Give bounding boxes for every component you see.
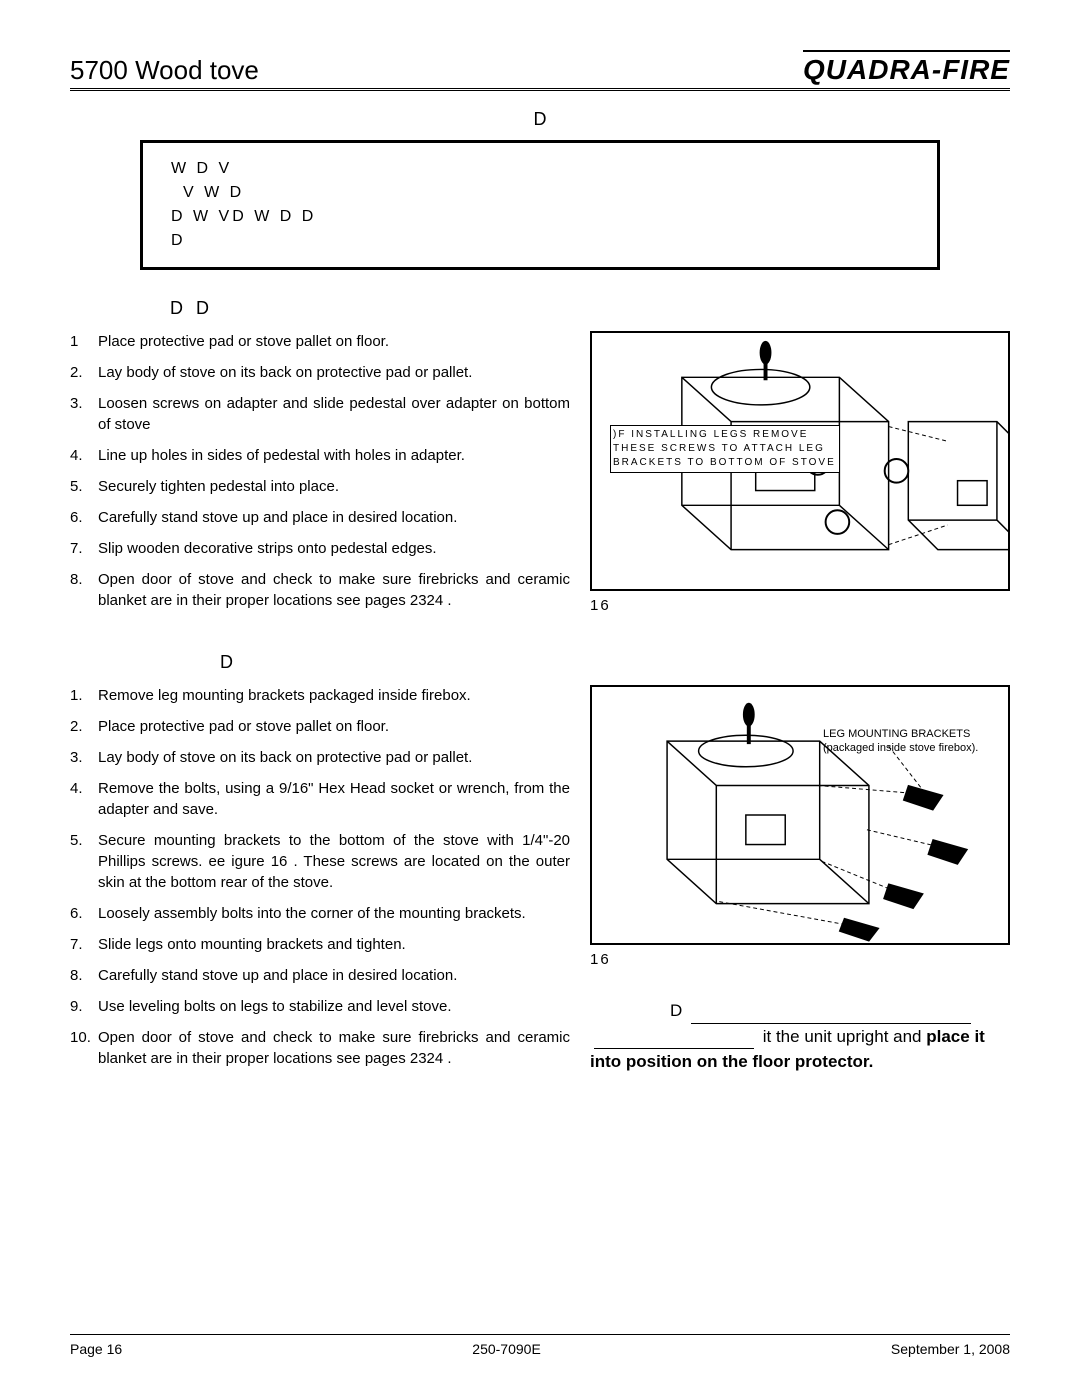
model-number: 5700 bbox=[70, 55, 128, 85]
list-item: Carefully stand stove up and place in de… bbox=[70, 965, 570, 986]
bottom-note-d: D bbox=[670, 1001, 682, 1020]
notice-line-4: D bbox=[171, 229, 909, 253]
page-footer: Page 16 250-7090E September 1, 2008 bbox=[70, 1334, 1010, 1357]
blank-line-2 bbox=[594, 1048, 754, 1049]
legs-steps-col: Remove leg mounting brackets packaged in… bbox=[70, 685, 570, 1079]
figure-16-2: LEG MOUNTING BRACKETS (packaged inside s… bbox=[590, 685, 1010, 945]
list-item: Secure mounting brackets to the bottom o… bbox=[70, 830, 570, 893]
legs-columns: Remove leg mounting brackets packaged in… bbox=[70, 685, 1010, 1079]
list-item: Open door of stove and check to make sur… bbox=[70, 1027, 570, 1069]
legs-heading: D bbox=[220, 652, 1010, 673]
list-item: Loosely assembly bolts into the corner o… bbox=[70, 903, 570, 924]
pedestal-steps-col: Place protective pad or stove pallet on … bbox=[70, 331, 570, 634]
list-item: Open door of stove and check to make sur… bbox=[70, 569, 570, 611]
bottom-note-text1: it the unit upright and bbox=[763, 1027, 922, 1046]
page-header: 5700 Wood tove QUADRA-FIRE bbox=[70, 50, 1010, 91]
figure-label-2: 16 bbox=[590, 951, 1010, 968]
pedestal-columns: Place protective pad or stove pallet on … bbox=[70, 331, 1010, 634]
figure-callout-2: LEG MOUNTING BRACKETS (packaged inside s… bbox=[823, 727, 998, 756]
list-item: Lay body of stove on its back on protect… bbox=[70, 747, 570, 768]
list-item: Use leveling bolts on legs to stabilize … bbox=[70, 996, 570, 1017]
list-item: Securely tighten pedestal into place. bbox=[70, 476, 570, 497]
legs-steps: Remove leg mounting brackets packaged in… bbox=[70, 685, 570, 1069]
figure-callout: )F INSTALLING LEGS REMOVE THESE SCREWS T… bbox=[610, 425, 840, 473]
notice-line-2: V W D bbox=[183, 181, 909, 205]
list-item: Remove the bolts, using a 9/16" Hex Head… bbox=[70, 778, 570, 820]
notice-line-3: D W VD W D D bbox=[171, 205, 909, 229]
pedestal-figure-col: )F INSTALLING LEGS REMOVE THESE SCREWS T… bbox=[590, 331, 1010, 634]
list-item: Carefully stand stove up and place in de… bbox=[70, 507, 570, 528]
brand-logo: QUADRA-FIRE bbox=[803, 50, 1010, 86]
pedestal-heading: D D bbox=[170, 298, 1010, 319]
list-item: Loosen screws on adapter and slide pedes… bbox=[70, 393, 570, 435]
product-name: Wood tove bbox=[135, 55, 259, 85]
legs-figure-col: LEG MOUNTING BRACKETS (packaged inside s… bbox=[590, 685, 1010, 1079]
notice-line-1: W D V bbox=[171, 157, 909, 181]
list-item: Remove leg mounting brackets packaged in… bbox=[70, 685, 570, 706]
section-label: D bbox=[70, 109, 1010, 130]
notice-box: W D V V W D D W VD W D D D bbox=[140, 140, 940, 270]
blank-line-1 bbox=[691, 1023, 971, 1024]
list-item: Slip wooden decorative strips onto pedes… bbox=[70, 538, 570, 559]
header-model-product: 5700 Wood tove bbox=[70, 55, 259, 86]
list-item: Lay body of stove on its back on protect… bbox=[70, 362, 570, 383]
list-item: Place protective pad or stove pallet on … bbox=[70, 716, 570, 737]
stove-legs-diagram-icon bbox=[592, 687, 1008, 943]
list-item: Line up holes in sides of pedestal with … bbox=[70, 445, 570, 466]
bottom-note: D it the unit upright and place it into … bbox=[590, 998, 1010, 1075]
pedestal-steps: Place protective pad or stove pallet on … bbox=[70, 331, 570, 611]
list-item: Slide legs onto mounting brackets and ti… bbox=[70, 934, 570, 955]
footer-page: Page 16 bbox=[70, 1341, 122, 1357]
list-item: Place protective pad or stove pallet on … bbox=[70, 331, 570, 352]
figure-16-1: )F INSTALLING LEGS REMOVE THESE SCREWS T… bbox=[590, 331, 1010, 591]
footer-date: September 1, 2008 bbox=[891, 1341, 1010, 1357]
footer-doc: 250-7090E bbox=[472, 1341, 541, 1357]
figure-label-1: 16 bbox=[590, 597, 1010, 614]
